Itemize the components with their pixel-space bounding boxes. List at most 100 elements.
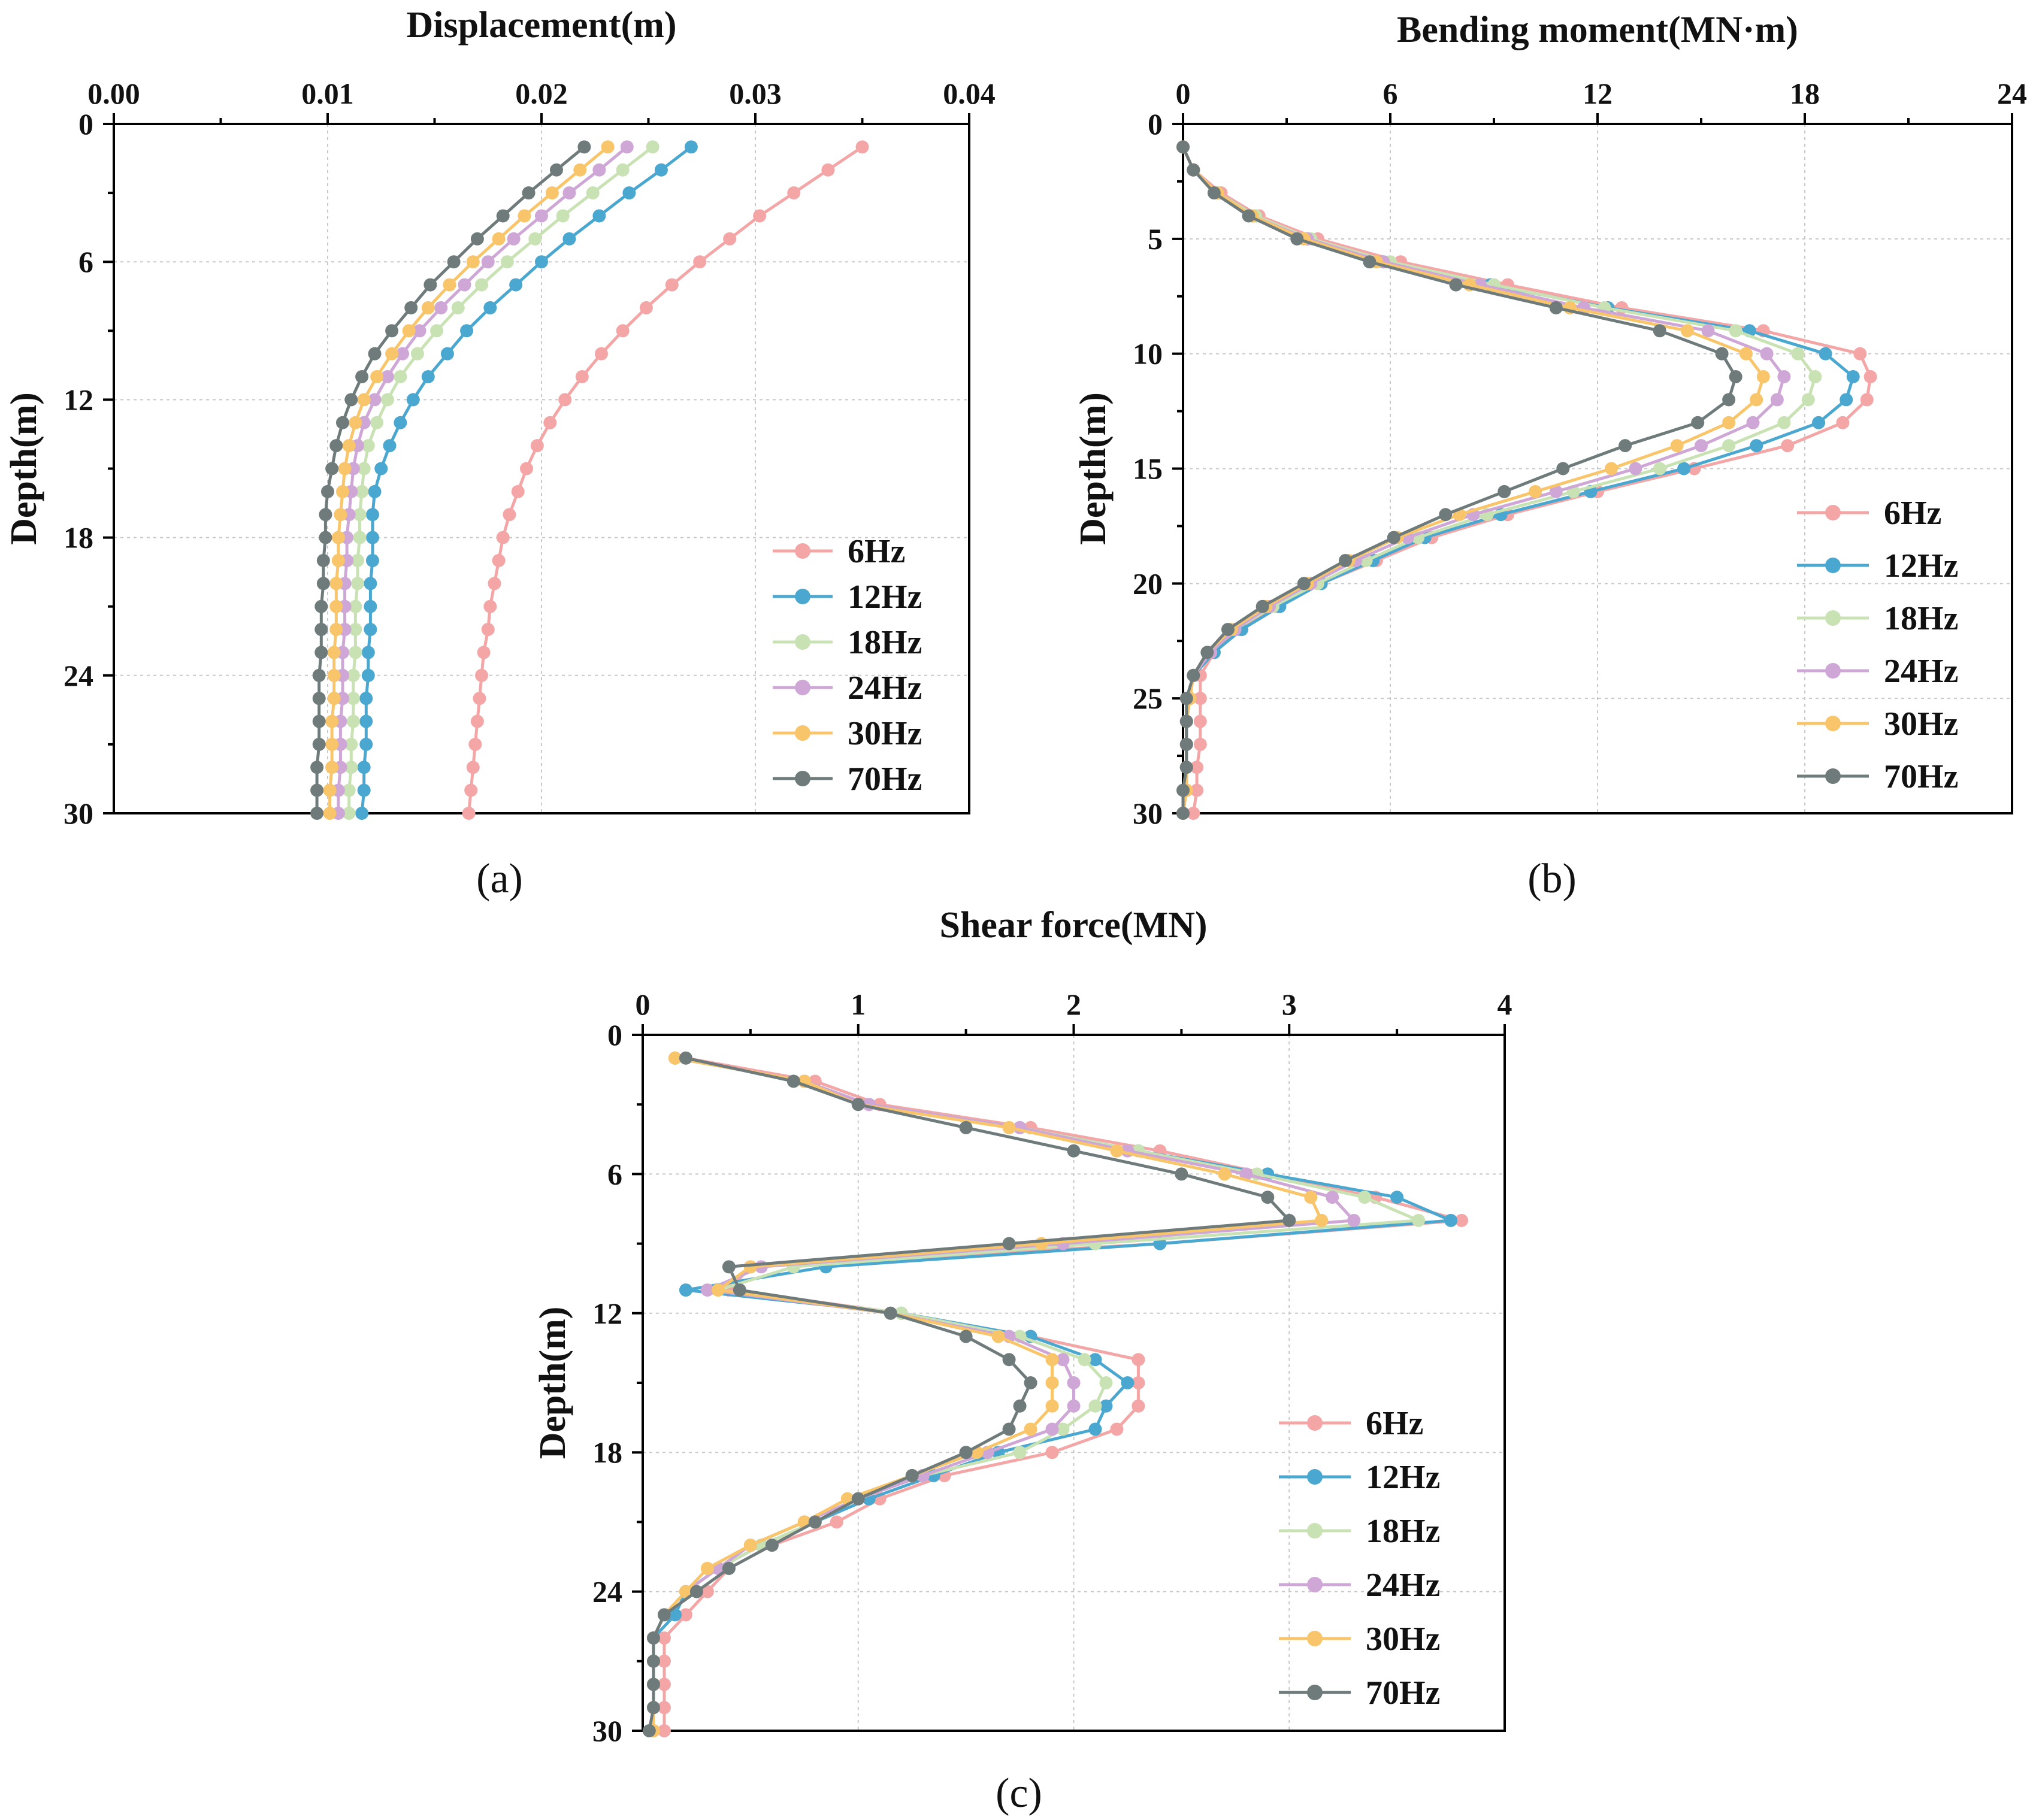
data-point-70Hz xyxy=(851,1492,865,1506)
series-line-18Hz xyxy=(1181,146,1817,814)
data-point-18Hz xyxy=(451,301,465,314)
data-point-24Hz xyxy=(1326,1191,1339,1204)
data-point-6Hz xyxy=(1193,692,1207,705)
data-point-6Hz xyxy=(468,737,482,751)
legend-label: 18Hz xyxy=(848,624,922,661)
data-point-6Hz xyxy=(665,278,679,292)
series-6Hz xyxy=(1176,140,1877,820)
data-point-70Hz xyxy=(1297,577,1311,590)
legend-label: 70Hz xyxy=(1366,1674,1440,1712)
y-tick-label: 10 xyxy=(1133,337,1163,371)
data-point-70Hz xyxy=(316,553,330,567)
data-point-6Hz xyxy=(821,163,835,177)
data-point-6Hz xyxy=(1455,1213,1469,1227)
data-point-70Hz xyxy=(808,1515,822,1529)
legend-item-30Hz: 30Hz xyxy=(1279,1621,1440,1658)
series-6Hz xyxy=(462,140,869,820)
data-point-18Hz xyxy=(528,232,542,246)
x-tick-label: 4 xyxy=(1497,988,1512,1021)
legend-label: 24Hz xyxy=(1884,653,1958,690)
x-axis-title: Displacement(m) xyxy=(406,5,676,46)
data-point-18Hz xyxy=(344,761,358,774)
data-point-30Hz xyxy=(329,577,343,590)
data-point-18Hz xyxy=(586,186,600,200)
legend-label: 70Hz xyxy=(1884,758,1958,795)
panel-label: (a) xyxy=(476,856,523,902)
data-point-24Hz xyxy=(481,255,495,269)
data-point-6Hz xyxy=(1860,393,1874,407)
data-point-30Hz xyxy=(338,462,352,476)
data-point-24Hz xyxy=(1760,347,1774,361)
legend-marker xyxy=(1825,505,1841,520)
data-point-6Hz xyxy=(466,761,480,774)
data-point-70Hz xyxy=(1179,714,1193,728)
data-point-70Hz xyxy=(1013,1399,1027,1413)
y-tick-label: 18 xyxy=(63,521,93,555)
data-point-18Hz xyxy=(1808,370,1822,384)
data-point-30Hz xyxy=(329,599,343,613)
data-point-30Hz xyxy=(329,623,343,637)
x-tick-label: 0.00 xyxy=(87,77,140,110)
legend-label: 30Hz xyxy=(1884,705,1958,743)
data-point-6Hz xyxy=(657,1677,671,1691)
data-point-30Hz xyxy=(1034,1237,1048,1250)
data-point-30Hz xyxy=(1605,462,1618,476)
legend-item-6Hz: 6Hz xyxy=(1797,495,1941,532)
data-point-70Hz xyxy=(549,163,563,177)
data-point-70Hz xyxy=(319,508,332,522)
data-point-30Hz xyxy=(323,807,337,820)
data-point-70Hz xyxy=(577,140,591,154)
data-point-18Hz xyxy=(394,370,407,384)
legend-label: 70Hz xyxy=(848,761,922,798)
data-point-70Hz xyxy=(1207,186,1221,200)
series-line-24Hz xyxy=(337,146,628,813)
data-point-6Hz xyxy=(693,255,707,269)
data-point-6Hz xyxy=(1045,1446,1059,1459)
data-point-70Hz xyxy=(959,1446,973,1459)
series-70Hz xyxy=(310,140,591,820)
data-point-6Hz xyxy=(700,1585,714,1598)
data-point-6Hz xyxy=(657,1724,671,1737)
data-point-24Hz xyxy=(1056,1353,1070,1367)
data-point-18Hz xyxy=(342,807,356,820)
y-tick-label: 18 xyxy=(592,1436,622,1469)
data-point-24Hz xyxy=(1045,1422,1059,1436)
data-point-6Hz xyxy=(1132,1399,1145,1413)
data-point-12Hz xyxy=(1444,1213,1458,1227)
data-point-18Hz xyxy=(1801,393,1815,407)
panel-label: (b) xyxy=(1527,856,1577,902)
legend-label: 24Hz xyxy=(1366,1567,1440,1604)
y-tick-label: 6 xyxy=(607,1157,622,1191)
data-point-18Hz xyxy=(349,599,362,613)
data-point-30Hz xyxy=(1315,1213,1329,1227)
y-tick-label: 6 xyxy=(78,245,93,278)
data-point-12Hz xyxy=(684,140,698,154)
y-tick-label: 15 xyxy=(1133,452,1163,486)
x-tick-label: 0.03 xyxy=(729,77,782,110)
data-point-70Hz xyxy=(1497,484,1511,498)
data-point-70Hz xyxy=(1187,668,1200,682)
data-point-30Hz xyxy=(323,783,337,797)
data-point-18Hz xyxy=(430,324,444,338)
data-point-30Hz xyxy=(327,668,341,682)
data-point-24Hz xyxy=(1770,393,1784,407)
data-point-6Hz xyxy=(1836,416,1850,429)
data-point-30Hz xyxy=(1750,393,1763,407)
legend-label: 30Hz xyxy=(848,715,922,752)
legend-marker xyxy=(795,543,810,559)
data-point-12Hz xyxy=(1390,1191,1404,1204)
data-point-70Hz xyxy=(329,439,343,453)
legend-item-30Hz: 30Hz xyxy=(1797,705,1958,743)
data-point-30Hz xyxy=(1002,1121,1016,1134)
legend-label: 12Hz xyxy=(1884,547,1958,585)
data-point-18Hz xyxy=(1088,1399,1102,1413)
series-12Hz xyxy=(1176,140,1860,820)
series-12Hz xyxy=(355,140,698,820)
data-point-70Hz xyxy=(642,1724,656,1737)
data-point-30Hz xyxy=(385,347,399,361)
data-point-18Hz xyxy=(1078,1353,1091,1367)
data-point-30Hz xyxy=(402,324,416,338)
data-point-12Hz xyxy=(359,692,373,705)
